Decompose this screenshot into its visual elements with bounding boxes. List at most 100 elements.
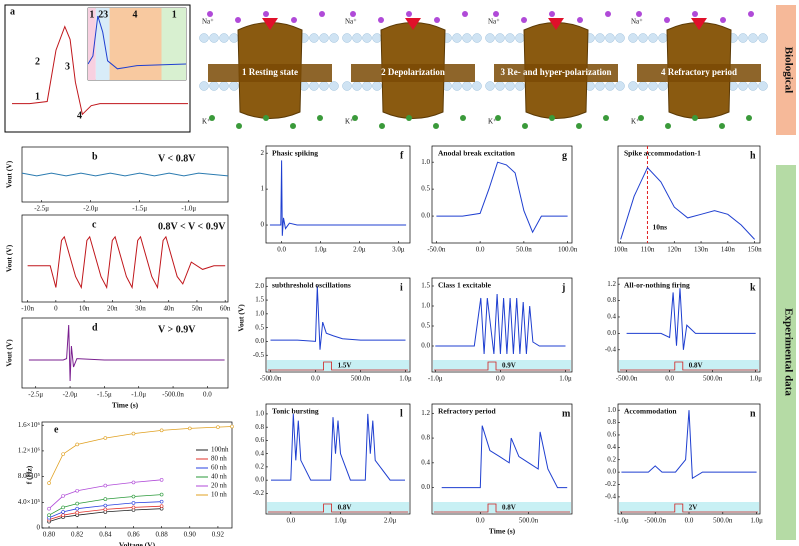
point [131,480,136,485]
side-bar-exp [776,165,796,540]
ion [236,123,242,129]
point [131,505,136,510]
lipid-head [462,81,472,91]
state-label: 1 Resting state [242,67,298,77]
ion-label: K⁺ [631,118,640,126]
x-axis-label: Time (s) [489,527,516,536]
point [61,510,65,514]
y-tick-label: 4.0×10⁵ [18,498,41,506]
panel-letter: b [92,151,98,162]
point [230,424,234,429]
panel-letter: f [400,150,404,161]
ion [495,115,501,121]
side-label: Experimental data [782,308,794,396]
panel-letter: n [750,408,756,419]
lipid-head [758,81,768,91]
stimulus-bar [433,360,571,371]
stimulus-pulse [620,361,758,371]
x-tick-label: 0.84 [99,531,112,539]
x-tick-label: -1.5μ [132,205,147,213]
phase-region [161,8,186,80]
stimulus-bar [619,360,759,371]
x-tick-label: 100n [614,246,629,254]
x-tick-label: 0.0 [203,391,212,399]
stimulus-label: 1.5V [338,362,352,370]
stimulus-pulse [620,503,758,513]
y-tick-label: 0.4 [607,313,616,321]
y-tick-label: -0.2 [253,489,265,497]
x-tick-label: 0.0 [685,517,694,525]
ion [692,11,698,17]
x-tick-label: 0.0 [665,375,674,383]
ion [720,17,726,23]
lipid-head [452,33,462,43]
plot-frame [41,421,233,529]
y-tick-label: 0.0 [421,483,430,491]
series-line [269,160,407,236]
x-tick-label: -500.0n [162,391,184,399]
panel-letter: j [561,282,565,293]
series-line [435,293,566,355]
panel-letter: d [92,322,98,333]
phase-label: 2 [98,9,103,20]
x-tick-label: -1.0μ [181,205,196,213]
point [103,497,108,501]
y-tick-label: 0.0 [255,476,264,484]
legend-label: 10 nh [211,491,227,499]
series-line [12,25,188,116]
lipid-head [595,81,605,91]
lipid-head [329,81,339,91]
ion [406,115,412,121]
series-line [270,286,406,350]
gate [262,18,278,30]
series-line [48,508,162,522]
lipid-head [352,33,362,43]
lipid-head [209,81,219,91]
ion [638,115,644,121]
lipid-head [658,81,668,91]
x-tick-label: -10n [21,305,34,313]
ion-label: K⁺ [345,118,354,126]
lipid-head [505,33,515,43]
x-tick-label: 60n [220,305,231,313]
y-tick-label: 0.8 [421,434,430,442]
x-tick-label: 500.0n [713,517,733,525]
plot-frame [617,145,761,244]
state-label: 2 Depolarization [381,67,445,77]
series-line [48,479,162,509]
series-line [271,413,405,481]
lipid-head [605,81,615,91]
stimulus-pulse [268,361,408,371]
point [61,452,65,456]
lipid-head [372,33,382,43]
lipid-head [485,33,495,43]
lipid-head [209,33,219,43]
state-box [208,64,332,82]
x-tick-label: 500.0n [351,375,371,383]
ion [549,11,555,17]
phase-num: 4 [77,110,82,121]
y-tick-label: 1.2 [421,409,430,417]
point [103,503,108,508]
point [103,436,108,440]
ion [549,115,555,121]
x-tick-label: 0.0 [277,246,286,254]
point [131,501,136,505]
x-tick-label: 0.0 [476,246,485,254]
x-tick-label: 0.88 [156,531,169,539]
ion [462,11,468,17]
point [47,513,51,517]
x-tick-label: 120n [667,246,682,254]
ion [291,17,297,23]
lipid-head [485,81,495,91]
annotation: 10ns [652,223,667,232]
lipid-head [615,81,625,91]
gate [691,18,707,30]
plot-frame [617,277,761,373]
stimulus-pulse [434,361,570,371]
lipid-head [738,33,748,43]
x-tick-label: -2.5μ [28,391,43,399]
ion-label: Na⁺ [631,18,643,26]
ion [263,115,269,121]
ion [603,115,609,121]
